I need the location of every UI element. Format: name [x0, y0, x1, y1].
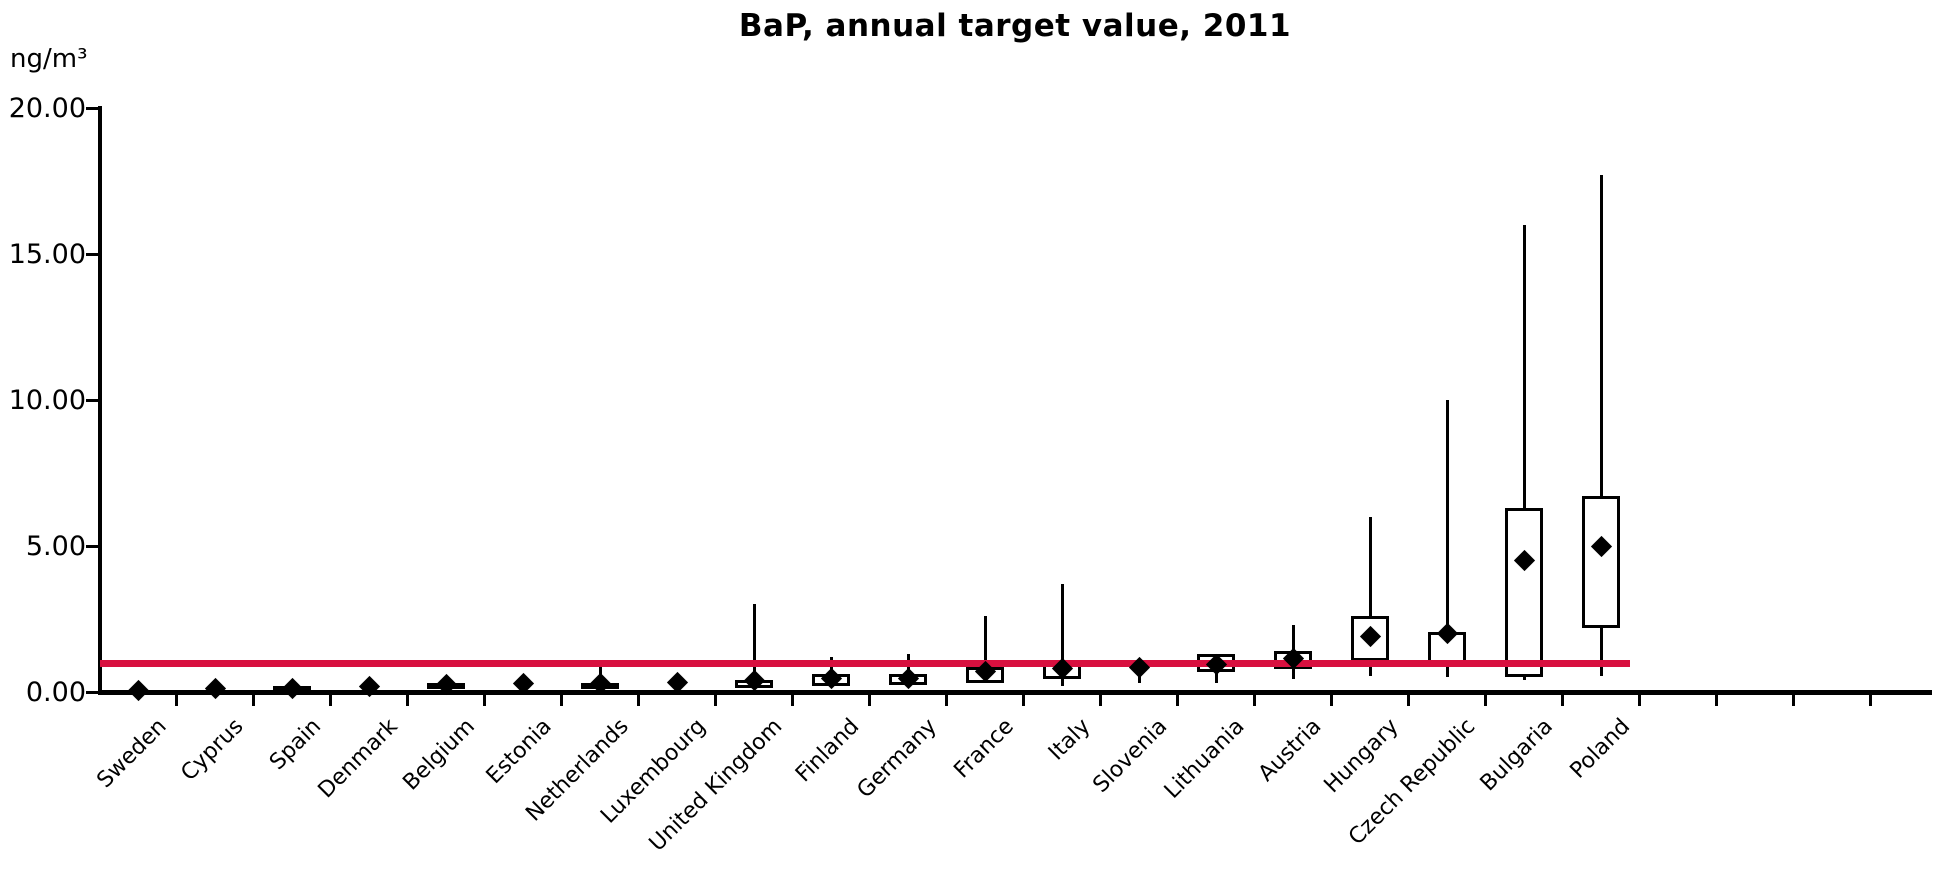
mean-diamond-marker: [204, 677, 226, 700]
x-category-label: Poland: [1565, 714, 1635, 784]
lower-whisker: [1214, 671, 1218, 684]
mean-diamond-marker: [820, 668, 842, 690]
y-axis-unit-label: ng/m³: [10, 44, 88, 74]
x-axis-tick: [329, 694, 332, 706]
y-axis-tick: [86, 107, 98, 110]
x-category-label: Italy: [1044, 714, 1096, 766]
x-axis-tick: [1561, 694, 1564, 706]
x-category-label: Bulgaria: [1475, 714, 1558, 797]
mean-diamond-marker: [281, 677, 303, 699]
upper-whisker: [1599, 175, 1603, 497]
x-category-label: Sweden: [92, 714, 172, 794]
mean-diamond-marker: [743, 670, 765, 692]
upper-whisker: [1445, 400, 1449, 633]
upper-whisker: [752, 604, 756, 680]
lower-whisker: [1445, 665, 1449, 678]
lower-whisker: [1599, 627, 1603, 676]
y-axis-tick: [86, 253, 98, 256]
box-iqr: [1351, 616, 1389, 662]
chart-title: BaP, annual target value, 2011: [738, 8, 1292, 44]
x-axis-tick: [791, 694, 794, 706]
x-category-label: United Kingdom: [645, 714, 788, 857]
y-axis-tick: [86, 545, 98, 548]
x-axis-tick: [1022, 694, 1025, 706]
x-axis-tick: [175, 694, 178, 706]
x-axis-tick: [1484, 694, 1487, 706]
x-category-label: Austria: [1254, 714, 1327, 787]
mean-diamond-marker: [897, 668, 919, 690]
box-iqr: [1505, 508, 1543, 678]
mean-diamond-marker: [127, 679, 149, 702]
lower-whisker: [1368, 661, 1372, 676]
y-axis-tick: [86, 691, 98, 694]
x-axis-tick: [1253, 694, 1256, 706]
x-category-label: Spain: [264, 714, 326, 776]
x-axis-line: [98, 690, 1932, 695]
y-axis-line: [98, 106, 102, 695]
x-axis-tick: [252, 694, 255, 706]
lower-whisker: [1522, 677, 1526, 681]
x-category-label: Finland: [791, 714, 865, 788]
y-axis-tick: [86, 399, 98, 402]
x-category-label: France: [949, 714, 1019, 784]
x-axis-tick: [714, 694, 717, 706]
x-category-label: Belgium: [398, 714, 480, 796]
y-tick-label: 20.00: [8, 93, 86, 124]
x-axis-tick: [1869, 694, 1872, 706]
x-axis-tick: [1638, 694, 1641, 706]
y-tick-label: 10.00: [8, 385, 86, 416]
upper-whisker: [1060, 583, 1064, 665]
target-line: [100, 659, 1630, 667]
x-category-label: Lithuania: [1159, 714, 1250, 804]
lower-whisker: [1060, 678, 1064, 687]
x-axis-tick: [1407, 694, 1410, 706]
x-axis-tick: [1330, 694, 1333, 706]
x-axis-tick: [945, 694, 948, 706]
box-iqr: [1582, 496, 1620, 628]
y-tick-label: 0.00: [25, 677, 86, 708]
upper-whisker: [983, 616, 987, 668]
x-axis-tick: [868, 694, 871, 706]
upper-whisker: [1291, 624, 1295, 652]
x-category-label: Denmark: [313, 714, 403, 804]
upper-whisker: [1522, 224, 1526, 509]
x-category-label: Estonia: [481, 714, 557, 789]
x-axis-tick: [1176, 694, 1179, 706]
x-axis-tick: [406, 694, 409, 706]
y-tick-label: 15.00: [8, 239, 86, 270]
x-axis-tick: [637, 694, 640, 706]
x-axis-tick: [560, 694, 563, 706]
upper-whisker: [1368, 516, 1372, 617]
x-axis-tick: [1099, 694, 1102, 706]
y-tick-label: 5.00: [25, 531, 86, 562]
x-axis-tick: [483, 694, 486, 706]
x-category-label: Germany: [852, 714, 942, 804]
x-axis-tick: [1792, 694, 1795, 706]
x-axis-tick: [1715, 694, 1718, 706]
lower-whisker: [1291, 668, 1295, 679]
x-category-label: Cyprus: [176, 714, 249, 786]
